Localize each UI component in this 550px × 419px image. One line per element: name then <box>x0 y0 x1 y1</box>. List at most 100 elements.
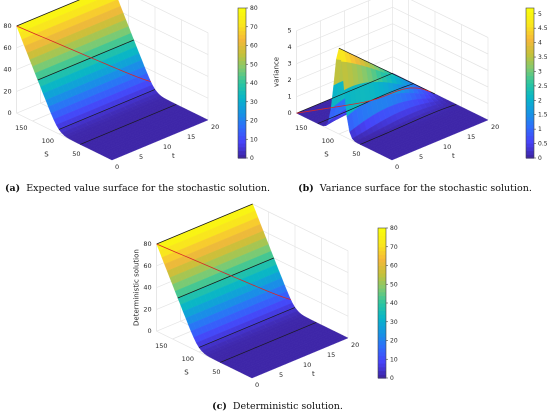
y-axis-label: S <box>324 151 329 159</box>
colorbar-segment <box>378 276 386 282</box>
colorbar-segment <box>238 146 246 152</box>
z-axis-label: expected value <box>0 43 1 97</box>
colorbar-segment <box>238 45 246 50</box>
colorbar-segment <box>238 75 246 80</box>
colorbar-segment <box>238 98 246 103</box>
y-tick-label: 150 <box>15 124 27 132</box>
colorbar-segment <box>526 109 534 114</box>
mesh-line <box>58 89 156 130</box>
mesh-line <box>177 257 274 299</box>
grid-line-z <box>296 0 489 38</box>
colorbar-segment <box>526 45 534 50</box>
colorbar-segment <box>378 231 386 237</box>
colorbar-segment <box>238 68 246 73</box>
z-tick-label: 0 <box>7 109 11 117</box>
x-tick-label: 10 <box>163 143 171 151</box>
colorbar-tick-label: 50 <box>390 281 398 288</box>
colorbar-segment <box>526 146 534 152</box>
colorbar-segment <box>526 71 534 77</box>
colorbar-segment <box>526 56 534 62</box>
colorbar-segment <box>238 11 246 17</box>
colorbar-tick-label: 0.5 <box>538 141 548 148</box>
colorbar: 0 10 20 30 40 50 60 70 80 <box>377 225 398 382</box>
colorbar-segment <box>378 258 386 263</box>
colorbar-segment <box>526 49 534 54</box>
colorbar-segment <box>378 355 386 360</box>
caption-b-tag: (b) <box>298 183 314 194</box>
colorbar-tick-label: 1.5 <box>538 112 548 119</box>
colorbar-segment <box>378 250 386 255</box>
mesh-line <box>296 72 393 114</box>
colorbar-segment <box>526 19 534 24</box>
colorbar-segment <box>526 34 534 39</box>
colorbar-tick-label: 30 <box>250 99 258 106</box>
colorbar-segment <box>378 265 386 270</box>
colorbar-segment <box>378 310 386 315</box>
colorbar-segment <box>526 139 534 144</box>
mesh-line <box>360 104 457 145</box>
z-tick-label: 80 <box>143 240 151 248</box>
colorbar-segment <box>526 60 534 65</box>
colorbar-segment <box>526 124 534 129</box>
colorbar-segment <box>238 90 246 95</box>
colorbar-segment <box>238 113 246 118</box>
colorbar-frame <box>525 7 535 159</box>
colorbar-segment <box>378 254 386 259</box>
colorbar-tick-label: 10 <box>250 136 258 143</box>
colorbar-segment <box>238 101 246 107</box>
z-tick-label: 20 <box>143 305 151 313</box>
colorbar-segment <box>526 64 534 69</box>
colorbar-segment <box>378 336 386 342</box>
caption-c-text: Deterministic solution. <box>232 401 343 412</box>
surface-patch <box>108 156 118 161</box>
colorbar-segment <box>526 30 534 35</box>
colorbar-segment <box>526 26 534 32</box>
colorbar-tick-label: 40 <box>250 80 258 87</box>
colorbar-segment <box>238 8 246 13</box>
colorbar-tick-label: 40 <box>390 300 398 307</box>
colorbar-segment <box>526 101 534 107</box>
x-tick-label: 20 <box>491 123 499 131</box>
red-line <box>296 87 431 114</box>
colorbar-segment <box>378 303 386 308</box>
colorbar-segment <box>378 351 386 357</box>
colorbar-segment <box>526 143 534 148</box>
z-tick-label: 0 <box>147 327 151 335</box>
x-tick-label: 5 <box>419 153 423 161</box>
colorbar-segment <box>526 83 534 88</box>
colorbar-segment <box>238 135 246 140</box>
colorbar-segment <box>238 105 246 110</box>
colorbar-segment <box>526 79 534 84</box>
mesh-line <box>16 0 80 27</box>
surface <box>296 47 489 161</box>
red-line <box>156 243 291 301</box>
colorbar-segment <box>526 154 534 159</box>
y-tick-label: 50 <box>72 150 80 158</box>
colorbar-segment <box>238 41 246 47</box>
z-axis-label: variance <box>273 57 281 87</box>
z-tick-label: 4 <box>287 43 291 51</box>
colorbar-segment <box>238 86 246 92</box>
x-tick-label: 5 <box>139 153 143 161</box>
colorbar-segment <box>378 314 386 319</box>
colorbar-segment <box>378 348 386 353</box>
colorbar-segment <box>378 269 386 274</box>
caption-b: (b) Variance surface for the stochastic … <box>280 183 550 194</box>
colorbar-tick-label: 80 <box>390 225 398 232</box>
x-tick-label: 15 <box>467 133 475 141</box>
colorbar-segment <box>238 64 246 69</box>
colorbar-segment <box>238 26 246 32</box>
colorbar-segment <box>526 116 534 122</box>
colorbar-segment <box>378 363 386 368</box>
colorbar-tick-label: 4.5 <box>538 25 548 32</box>
colorbar-segment <box>526 131 534 137</box>
y-axis-label: S <box>184 369 189 377</box>
colorbar-tick-label: 20 <box>250 118 258 125</box>
colorbar-tick-label: 70 <box>390 244 398 251</box>
colorbar-segment <box>378 284 386 289</box>
axes: 0 5 10 15 20 50 100 150 0 20 40 60 80 t S Deterministic… <box>133 240 360 389</box>
colorbar-segment <box>378 288 386 293</box>
colorbar-segment <box>378 325 386 330</box>
x-tick-label: 0 <box>115 163 119 171</box>
colorbar-segment <box>378 344 386 349</box>
